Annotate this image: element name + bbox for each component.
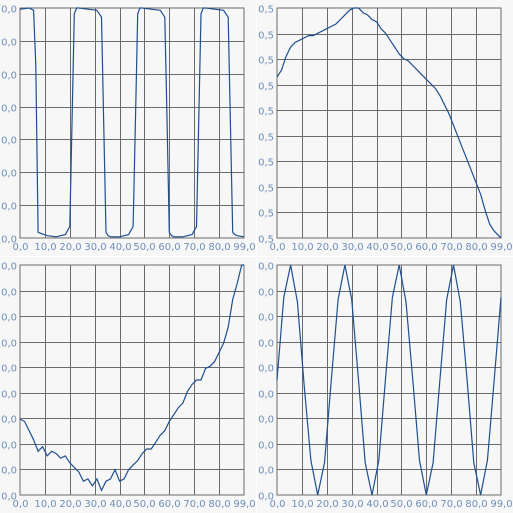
x-tick-label: 60,0 [415,499,437,510]
y-tick-label: 0,0 [258,339,274,350]
x-tick-label: 40,0 [366,242,388,253]
y-tick-label: 0,5 [258,158,274,169]
y-tick-label: 0,0 [1,441,17,452]
chart-svg: 0,0 10,0 20,0 30,0 40,0 50,0 60,0 70,0 80,0 99,0 0… [0,257,256,513]
y-tick-label: 0,0 [258,441,274,452]
x-tick-label: 99,0 [233,499,255,510]
x-tick-label: 30,0 [84,242,106,253]
plot-frame [277,8,501,238]
y-tick-label: 0,5 [258,82,274,93]
x-tick-label: 50,0 [133,242,155,253]
y-tick-label: 0,0 [1,38,17,49]
x-tick-label: 99,0 [490,499,512,510]
chart-panel-bottom-left: 0,0 10,0 20,0 30,0 40,0 50,0 60,0 70,0 80,0 99,0 0… [0,257,256,513]
y-tick-label: 0,0 [1,313,17,324]
x-tick-label: 10,0 [34,242,56,253]
x-tick-label: 70,0 [440,242,462,253]
y-tick-label: 0,0 [258,364,274,375]
x-tick-label: 20,0 [316,499,338,510]
x-tick-label: 50,0 [133,499,155,510]
y-tick-label: 0,0 [1,169,17,180]
x-tick-label: 20,0 [316,242,338,253]
y-tick-label: 0,0 [1,262,17,273]
y-tick-label: 0,0 [1,390,17,401]
y-tick-label: 0,0 [1,466,17,477]
y-tick-label: 0,5 [258,107,274,118]
y-tick-label: 0,5 [258,133,274,144]
y-tick-label: 0,5 [258,235,274,246]
y-tick-label: 0,0 [258,313,274,324]
x-tick-label: 10,0 [34,499,56,510]
x-tick-label: 10,0 [291,499,313,510]
y-tick-label: 0,0 [258,492,274,503]
y-tick-label: 0,0 [1,235,17,246]
chart-svg: 0,0 10,0 20,0 30,0 40,0 50,0 60,0 70,0 80,0 99,0 0… [257,257,513,513]
chart-panel-top-left: 0,0 10,0 20,0 30,0 40,0 50,0 60,0 70,0 80,0 99,0 0… [0,0,256,256]
y-tick-label: 0,0 [1,492,17,503]
y-tick-label: 0,0 [258,466,274,477]
x-tick-label: 80,0 [208,242,230,253]
chart-svg: 0,0 10,0 20,0 30,0 40,0 50,0 60,0 70,0 80,0 99,00… [257,0,513,256]
x-tick-label: 50,0 [390,499,412,510]
y-tick-label: 0,0 [258,415,274,426]
y-tick-label: 0,0 [1,136,17,147]
y-tick-label: 0,5 [258,209,274,220]
y-tick-label: 0,0 [258,262,274,273]
x-tick-label: 60,0 [158,499,180,510]
x-tick-label: 80,0 [465,242,487,253]
y-tick-label: 0,0 [1,339,17,350]
y-tick-label: 0,0 [1,364,17,375]
y-tick-label: 0,5 [258,31,274,42]
chart-panel-top-right: 0,0 10,0 20,0 30,0 40,0 50,0 60,0 70,0 80,0 99,0 0… [257,0,513,256]
y-tick-label: 0,0 [1,415,17,426]
x-tick-label: 70,0 [183,499,205,510]
x-tick-label: 40,0 [109,242,131,253]
x-tick-label: 50,0 [390,242,412,253]
x-tick-label: 40,0 [109,499,131,510]
y-tick-label: 0,5 [258,5,274,16]
y-tick-label: 0,0 [1,288,17,299]
chart-panel-bottom-right: 0,0 10,0 20,0 30,0 40,0 50,0 60,0 70,0 80,0 99,0 0… [257,257,513,513]
x-tick-label: 10,0 [291,242,313,253]
x-tick-label: 60,0 [415,242,437,253]
x-tick-label: 30,0 [341,499,363,510]
x-tick-label: 40,0 [366,499,388,510]
y-tick-label: 0,5 [258,56,274,67]
x-tick-label: 60,0 [158,242,180,253]
y-tick-label: 0,0 [1,5,17,16]
x-tick-label: 20,0 [59,242,81,253]
y-tick-label: 0,0 [258,390,274,401]
plot-frame [20,265,244,495]
y-tick-label: 0,5 [258,184,274,195]
chart-svg: 0,0 10,0 20,0 30,0 40,0 50,0 60,0 70,0 80,0 99,0 0… [0,0,256,256]
x-tick-label: 30,0 [84,499,106,510]
x-tick-label: 70,0 [440,499,462,510]
x-tick-label: 30,0 [341,242,363,253]
y-tick-label: 0,0 [258,288,274,299]
x-tick-label: 20,0 [59,499,81,510]
y-tick-label: 0,0 [1,202,17,213]
plot-frame [20,8,244,238]
x-tick-label: 99,0 [233,242,255,253]
y-tick-label: 0,0 [1,104,17,115]
x-tick-label: 80,0 [208,499,230,510]
x-tick-label: 80,0 [465,499,487,510]
y-tick-label: 0,0 [1,71,17,82]
x-tick-label: 70,0 [183,242,205,253]
x-tick-label: 99,0 [490,242,512,253]
